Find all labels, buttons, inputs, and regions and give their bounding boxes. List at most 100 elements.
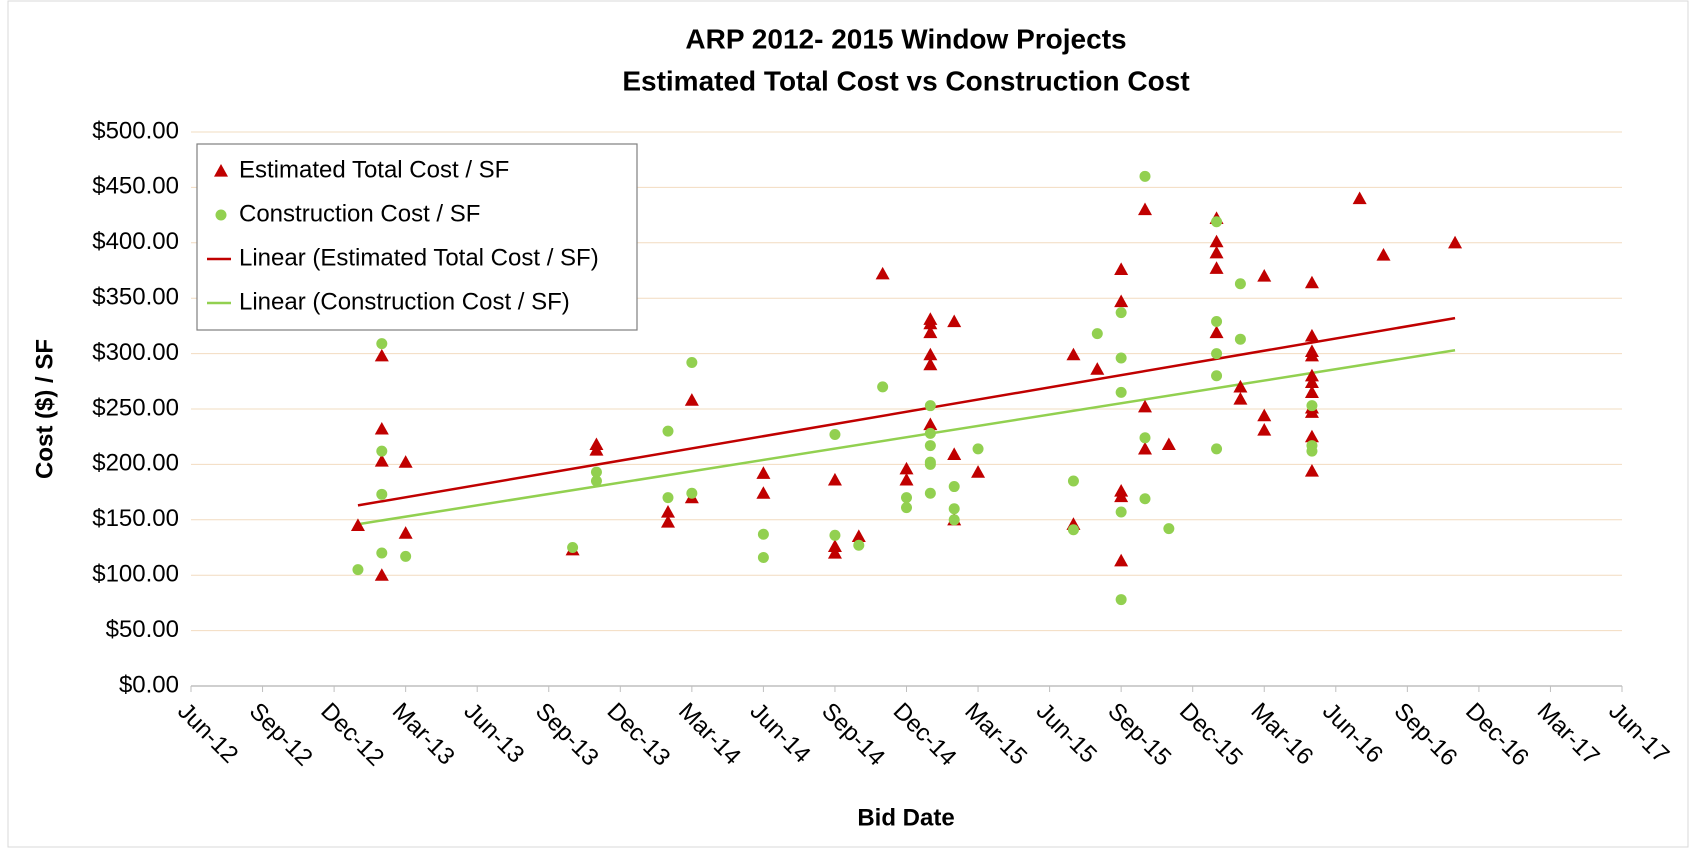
triangle-point [374, 421, 389, 435]
triangle-point [1304, 368, 1319, 382]
circle-point [1115, 352, 1127, 364]
triangle-point [875, 266, 890, 280]
triangle-point [947, 447, 962, 461]
y-tick-label: $350.00 [92, 284, 179, 311]
triangle-point [350, 518, 365, 531]
legend-label: Linear (Construction Cost / SF) [239, 288, 570, 315]
triangle-point [374, 454, 389, 467]
y-tick-label: $0.00 [119, 671, 179, 698]
x-axis-title: Bid Date [857, 804, 954, 831]
chart-subtitle: Estimated Total Cost vs Construction Cos… [622, 65, 1189, 96]
y-tick-label: $100.00 [92, 561, 179, 588]
triangle-point [1114, 483, 1129, 497]
triangle-point [589, 442, 604, 456]
triangle-point [398, 526, 413, 539]
triangle-point [398, 455, 413, 468]
y-tick-label: $150.00 [92, 505, 179, 532]
legend-marker [214, 164, 228, 177]
triangle-point [1066, 347, 1081, 361]
y-tick-label: $250.00 [92, 394, 179, 421]
circle-point [901, 502, 912, 514]
circle-point [757, 551, 769, 563]
triangle-point [827, 539, 842, 552]
triangle-point [1304, 348, 1319, 362]
circle-point [376, 338, 388, 350]
trend-line [357, 349, 1456, 526]
triangle-point [1114, 553, 1129, 567]
circle-point [829, 529, 841, 541]
triangle-point [923, 325, 938, 339]
circle-point [1115, 594, 1127, 606]
circle-point [948, 481, 960, 493]
circle-point [567, 542, 579, 553]
circle-point [877, 381, 889, 393]
y-tick-label: $500.00 [92, 117, 179, 144]
circle-point [376, 445, 388, 457]
triangle-point [827, 472, 842, 486]
circle-point [1211, 315, 1223, 327]
triangle-point [684, 393, 699, 406]
circle-point [1115, 307, 1127, 319]
circle-point [662, 492, 674, 504]
chart-frame [7, 0, 1689, 848]
circle-point [1211, 348, 1223, 360]
triangle-point [1352, 191, 1367, 205]
triangle-point [899, 472, 914, 486]
triangle-point [1114, 262, 1129, 275]
triangle-point [899, 461, 914, 475]
triangle-point [1257, 423, 1272, 436]
circle-point [1115, 386, 1127, 398]
circle-point [1306, 445, 1318, 457]
triangle-point [1114, 294, 1129, 308]
triangle-point [374, 568, 389, 581]
circle-point [400, 550, 412, 562]
triangle-point [923, 417, 938, 431]
circle-point [662, 425, 674, 437]
circle-point [924, 427, 936, 439]
circle-point [1234, 333, 1246, 345]
circle-point [972, 443, 984, 455]
triangle-point [1209, 234, 1224, 248]
circle-point [686, 487, 698, 499]
circle-point [1091, 328, 1103, 340]
circle-point [924, 458, 936, 470]
triangle-point [1209, 245, 1224, 259]
circle-point [948, 514, 960, 526]
circle-point [1115, 506, 1127, 518]
legend-label: Construction Cost / SF [239, 200, 480, 227]
triangle-point [1233, 379, 1248, 393]
triangle-point [661, 515, 675, 528]
triangle-point [1304, 375, 1319, 389]
triangle-point [1304, 429, 1319, 443]
circle-point [1139, 432, 1151, 444]
circle-point [1139, 493, 1151, 505]
triangle-point [923, 316, 938, 330]
triangle-point [1304, 328, 1319, 342]
triangle-point [1304, 405, 1319, 418]
triangle-point [1233, 392, 1248, 405]
circle-point [1067, 475, 1079, 487]
triangle-point [827, 546, 842, 559]
triangle-point [1138, 202, 1152, 216]
triangle-point [1304, 385, 1319, 398]
triangle-point [1209, 261, 1224, 274]
circle-point [376, 488, 388, 500]
legend-label: Linear (Estimated Total Cost / SF) [239, 244, 599, 271]
triangle-point [374, 348, 389, 362]
circle-point [1163, 523, 1175, 535]
circle-point [590, 475, 602, 487]
y-tick-label: $200.00 [92, 450, 179, 477]
triangle-point [1161, 437, 1176, 451]
triangle-point [661, 505, 675, 518]
trend-line [357, 316, 1456, 507]
legend-label: Estimated Total Cost / SF [239, 156, 509, 183]
y-tick-label: $50.00 [106, 616, 179, 643]
circle-point [1139, 170, 1151, 182]
triangle-point [1376, 247, 1391, 261]
circle-point [1211, 216, 1223, 228]
circle-point [853, 539, 865, 551]
triangle-point [756, 466, 771, 479]
circle-point [1067, 524, 1079, 536]
triangle-point [1138, 399, 1152, 413]
